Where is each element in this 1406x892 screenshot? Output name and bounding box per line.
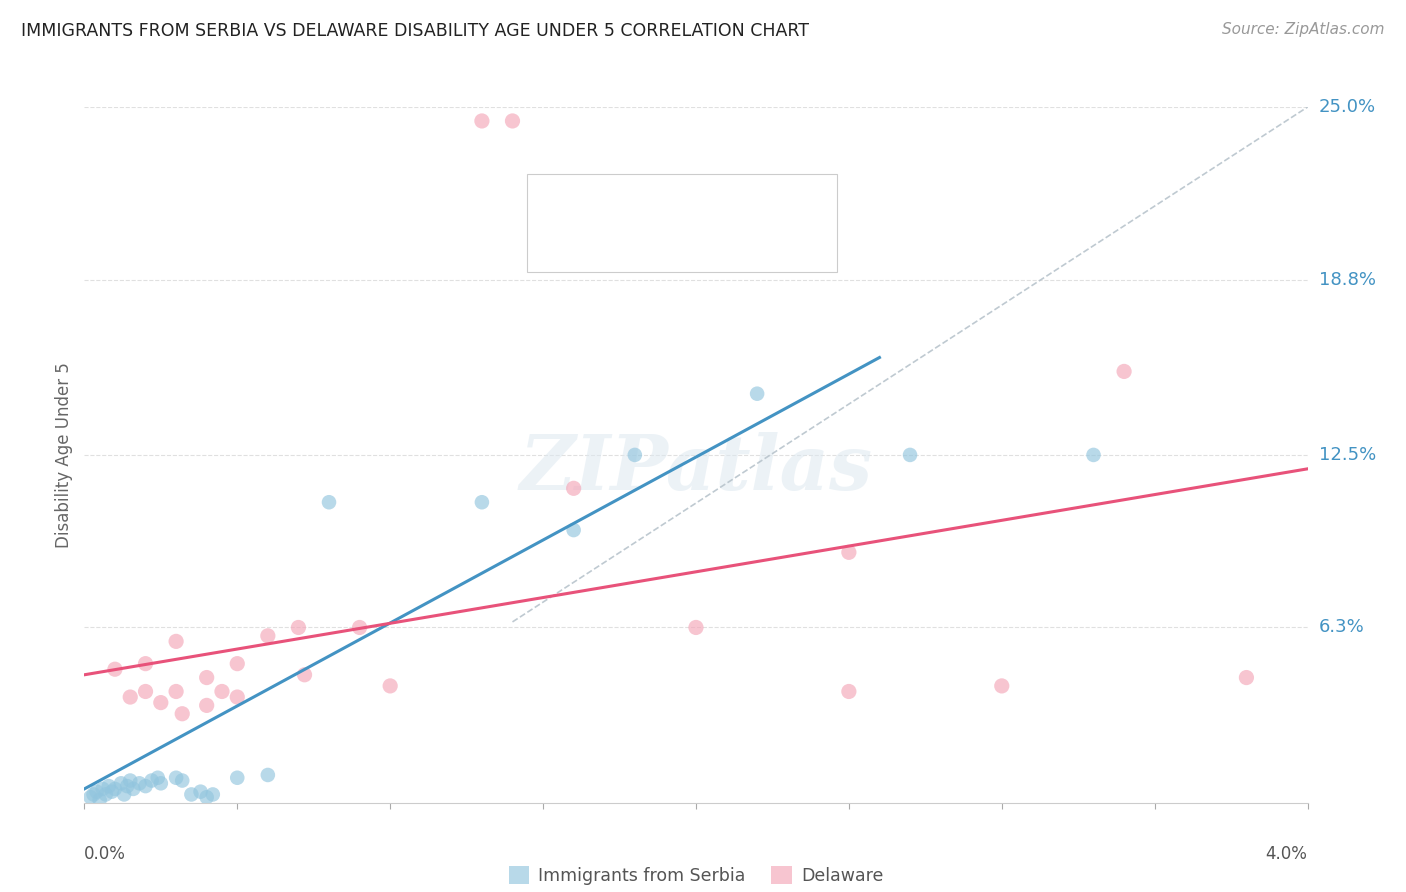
Text: R =: R = <box>579 225 617 243</box>
Point <box>294 667 316 681</box>
Point <box>226 771 249 785</box>
Point <box>149 776 172 790</box>
Point <box>226 690 249 704</box>
Point <box>89 793 111 807</box>
Point <box>898 448 921 462</box>
Point <box>257 629 280 643</box>
Text: R =: R = <box>579 192 617 210</box>
Point <box>195 790 218 805</box>
Point <box>562 481 585 495</box>
Point <box>94 788 117 802</box>
Point <box>1234 671 1257 685</box>
Point <box>201 788 224 802</box>
Point <box>190 785 212 799</box>
Point <box>501 114 523 128</box>
Text: N =: N = <box>675 192 714 210</box>
Point <box>104 781 127 796</box>
Point <box>135 684 157 698</box>
Point <box>86 785 108 799</box>
Text: 0.0%: 0.0% <box>84 845 127 863</box>
Point <box>120 773 142 788</box>
Point <box>146 771 169 785</box>
Point <box>380 679 402 693</box>
Text: 25.0%: 25.0% <box>1319 98 1376 116</box>
Point <box>180 788 202 802</box>
Point <box>120 690 142 704</box>
Point <box>195 698 218 713</box>
Point <box>838 684 860 698</box>
Point <box>110 776 132 790</box>
Point <box>149 696 172 710</box>
Text: N =: N = <box>675 225 714 243</box>
Point <box>165 684 187 698</box>
Point <box>685 620 707 634</box>
Point <box>257 768 280 782</box>
Point <box>165 771 187 785</box>
Text: 0.266: 0.266 <box>616 225 665 243</box>
Point <box>471 114 494 128</box>
Point <box>349 620 371 634</box>
Point <box>838 545 860 559</box>
Point <box>135 657 157 671</box>
Point <box>135 779 157 793</box>
Point <box>226 657 249 671</box>
Point <box>79 790 101 805</box>
Point <box>287 620 309 634</box>
Point <box>104 662 127 676</box>
Y-axis label: Disability Age Under 5: Disability Age Under 5 <box>55 362 73 548</box>
Point <box>745 386 768 401</box>
Text: ZIPatlas: ZIPatlas <box>519 432 873 506</box>
Point <box>115 779 138 793</box>
Legend: Immigrants from Serbia, Delaware: Immigrants from Serbia, Delaware <box>502 859 890 891</box>
Point <box>91 781 114 796</box>
Text: 34: 34 <box>709 192 731 210</box>
Point <box>318 495 340 509</box>
Point <box>128 776 150 790</box>
Point <box>471 495 494 509</box>
Point <box>990 679 1012 693</box>
Text: IMMIGRANTS FROM SERBIA VS DELAWARE DISABILITY AGE UNDER 5 CORRELATION CHART: IMMIGRANTS FROM SERBIA VS DELAWARE DISAB… <box>21 22 808 40</box>
Point <box>211 684 233 698</box>
Text: 18.8%: 18.8% <box>1319 270 1375 289</box>
Point <box>83 788 105 802</box>
Text: 4.0%: 4.0% <box>1265 845 1308 863</box>
Point <box>141 773 163 788</box>
Text: Source: ZipAtlas.com: Source: ZipAtlas.com <box>1222 22 1385 37</box>
Point <box>112 788 135 802</box>
Point <box>1083 448 1105 462</box>
Text: 6.3%: 6.3% <box>1319 618 1364 637</box>
Text: 27: 27 <box>709 225 731 243</box>
Point <box>1114 364 1136 378</box>
Point <box>165 634 187 648</box>
Point <box>624 448 647 462</box>
Point <box>195 671 218 685</box>
Point <box>97 779 120 793</box>
Point <box>172 706 194 721</box>
Point <box>172 773 194 788</box>
Text: 0.833: 0.833 <box>616 192 665 210</box>
Text: 12.5%: 12.5% <box>1319 446 1376 464</box>
Point <box>562 523 585 537</box>
Point <box>101 785 124 799</box>
Point <box>122 781 145 796</box>
